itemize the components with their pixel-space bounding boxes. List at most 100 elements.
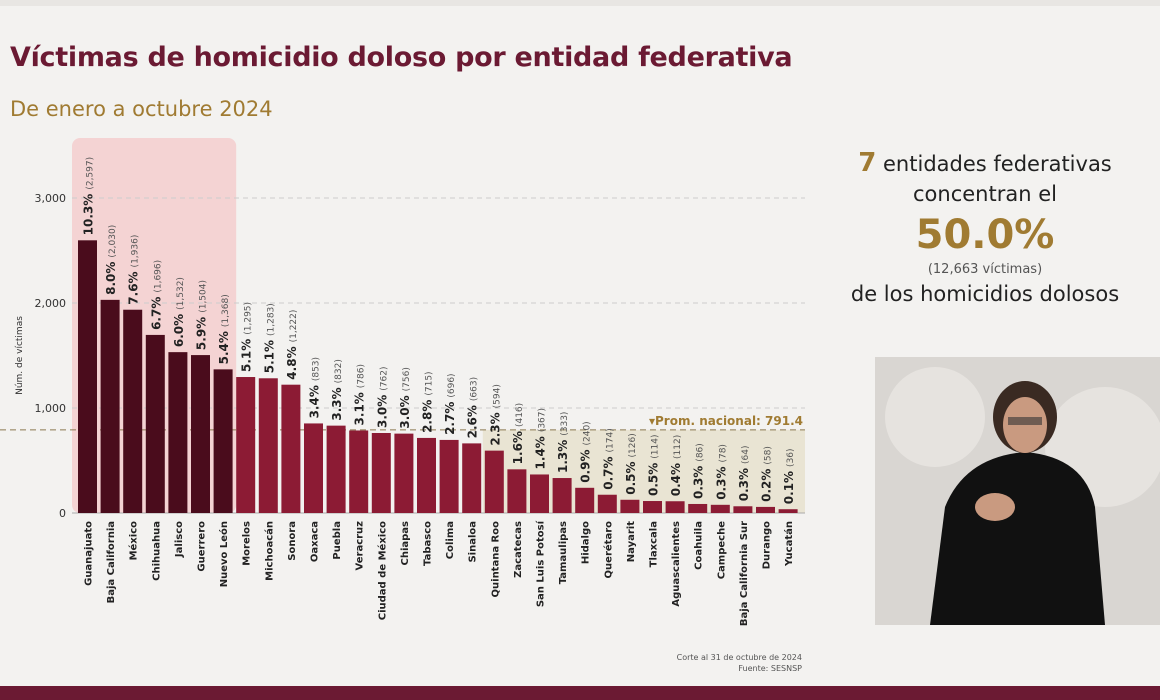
percent-label: 5.9%	[195, 317, 209, 350]
percent-label: 0.3%	[714, 467, 728, 500]
percent-label: 0.2%	[760, 469, 774, 502]
value-label: (762)	[379, 367, 389, 391]
x-tick-label: Colima	[445, 521, 456, 559]
bar	[78, 240, 97, 513]
bar	[394, 433, 414, 513]
sign-language-interpreter-video	[875, 357, 1160, 625]
bar	[439, 439, 459, 513]
x-tick-label: Yucatán	[783, 521, 795, 567]
percent-label: 0.7%	[601, 456, 615, 489]
x-tick-label: Campeche	[716, 521, 727, 579]
top-border	[0, 0, 1160, 6]
footnote: Corte al 31 de octubre de 2024 Fuente: S…	[677, 652, 802, 674]
bar-chart: 0 1,000 2,000 3,000 ▾Prom. nacional: 791.4 Nú…	[0, 138, 805, 626]
bar	[304, 423, 323, 513]
x-tick-label: Quintana Roo	[490, 521, 501, 598]
value-label: (64)	[741, 446, 751, 464]
percent-label: 5.1%	[262, 340, 276, 373]
value-label: (1,368)	[221, 294, 231, 327]
x-tick-label: Zacatecas	[513, 521, 524, 578]
bar-data-label: 0.5% (114)	[647, 435, 661, 496]
value-label: (1,696)	[153, 260, 163, 293]
percent-label: 2.7%	[443, 402, 457, 435]
x-tick-label: Baja California Sur	[739, 521, 750, 626]
bar-data-label: 0.4% (112)	[669, 435, 683, 496]
value-label: (696)	[447, 373, 457, 397]
value-label: (114)	[651, 435, 661, 459]
x-tick-label: Chihuahua	[151, 521, 162, 581]
x-tick-label: San Luis Potosí	[535, 520, 547, 607]
bar-data-label: 2.7% (696)	[443, 373, 457, 434]
percent-label: 4.8%	[285, 346, 299, 379]
percent-label: 5.1%	[240, 339, 254, 372]
bar	[575, 487, 595, 513]
bar-data-label: 8.0% (2,030)	[104, 225, 118, 295]
percent-label: 0.4%	[669, 463, 683, 496]
summary-line1: entidades federativas	[883, 152, 1112, 176]
value-label: (333)	[560, 412, 570, 436]
percent-label: 6.0%	[172, 314, 186, 347]
bar-data-label: 5.1% (1,283)	[262, 303, 276, 373]
percent-label: 0.3%	[737, 468, 751, 501]
bar-data-label: 1.3% (333)	[556, 412, 570, 473]
bar-data-label: 0.3% (86)	[692, 443, 706, 499]
value-label: (78)	[718, 444, 728, 462]
percent-label: 3.4%	[308, 385, 322, 418]
value-label: (2,597)	[86, 157, 96, 190]
bar-data-label: 5.1% (1,295)	[240, 302, 254, 372]
y-tick-label: 2,000	[35, 297, 67, 310]
bar-data-label: 6.0% (1,532)	[172, 277, 186, 347]
bar-data-label: 2.6% (663)	[466, 377, 480, 438]
bar	[213, 369, 233, 513]
bar-data-label: 3.0% (762)	[375, 367, 389, 428]
value-label: (2,030)	[108, 225, 118, 258]
x-tick-label: Tamaulipas	[558, 521, 569, 584]
page-title: Víctimas de homicidio doloso por entidad…	[10, 42, 793, 73]
bar	[620, 499, 640, 513]
summary-victims: (12,663 víctimas)	[927, 262, 1043, 277]
value-label: (174)	[605, 428, 615, 452]
percent-label: 1.6%	[511, 431, 525, 464]
bar-data-label: 0.1% (36)	[782, 448, 796, 504]
x-tick-label: Veracruz	[355, 521, 366, 571]
page-subtitle: De enero a octubre 2024	[10, 97, 273, 121]
percent-label: 3.1%	[353, 392, 367, 425]
value-label: (715)	[425, 371, 435, 395]
summary-percent: 50.0%	[915, 212, 1055, 258]
x-tick-label: Tlaxcala	[649, 521, 660, 567]
bar	[484, 450, 504, 513]
value-label: (594)	[492, 384, 502, 408]
value-label: (1,295)	[244, 302, 254, 335]
bar	[236, 377, 256, 513]
percent-label: 2.6%	[466, 405, 480, 438]
bar	[710, 504, 730, 513]
bar-data-label: 0.9% (240)	[579, 421, 593, 482]
value-label: (1,936)	[131, 235, 141, 268]
bar	[258, 378, 278, 513]
percent-label: 0.5%	[624, 461, 638, 494]
percent-label: 0.1%	[782, 471, 796, 504]
x-tick-label: Guerrero	[197, 521, 208, 572]
x-tick-label: Jalisco	[174, 521, 185, 558]
value-label: (112)	[673, 435, 683, 459]
bar-data-label: 2.8% (715)	[421, 371, 435, 432]
bar	[191, 355, 210, 513]
average-label: ▾Prom. nacional: 791.4	[649, 414, 803, 428]
bar	[507, 469, 527, 513]
bar-data-label: 7.6% (1,936)	[127, 235, 141, 305]
value-label: (786)	[357, 364, 367, 388]
bar-data-label: 1.6% (416)	[511, 403, 525, 464]
bar-data-label: 5.9% (1,504)	[195, 280, 209, 350]
percent-label: 0.3%	[692, 466, 706, 499]
value-label: (756)	[402, 367, 412, 391]
interpreter-image	[875, 357, 1160, 625]
x-tick-label: Sinaloa	[468, 521, 479, 563]
x-tick-label: Oaxaca	[310, 521, 321, 562]
value-label: (36)	[786, 448, 796, 466]
x-tick-label: Sonora	[287, 521, 298, 561]
bar-data-label: 10.3% (2,597)	[82, 157, 96, 235]
summary-line2: concentran el	[913, 182, 1057, 206]
bar	[778, 509, 798, 513]
bar	[733, 506, 753, 513]
value-label: (832)	[334, 359, 344, 383]
